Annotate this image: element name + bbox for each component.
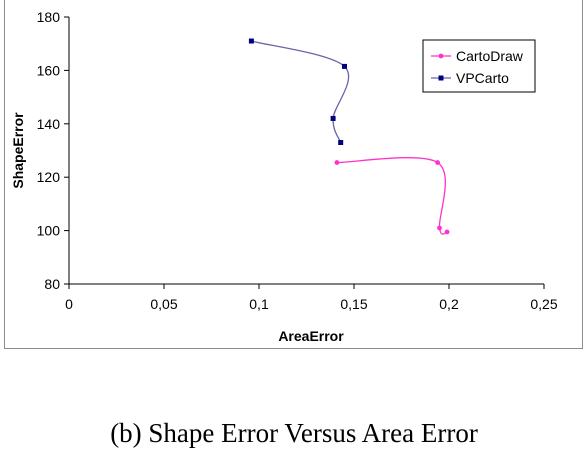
chart-frame: 80 100 120 140 160 180 0 0,05 0,1 0,15 0,2 0,25 Area…: [4, 0, 583, 349]
y-tick-label: 180: [37, 9, 61, 25]
x-axis-title: AreaError: [278, 328, 344, 344]
x-tick-label: 0,15: [340, 296, 367, 312]
legend: CartoDraw VPCarto: [422, 39, 536, 93]
figure-caption: (b) Shape Error Versus Area Error: [110, 418, 478, 448]
data-point-vpcarto: [330, 115, 336, 121]
x-tick-label: 0: [65, 296, 73, 312]
x-tick-label: 0,25: [530, 296, 557, 312]
axes: 80 100 120 140 160 180 0 0,05 0,1 0,15 0,2 0,25 Area…: [10, 9, 558, 344]
y-tick-label: 80: [44, 276, 60, 292]
series-line-cartodraw: [336, 157, 448, 235]
data-point-vpcarto: [342, 63, 347, 69]
legend-label-vpcarto: VPCarto: [456, 70, 509, 86]
y-tick-label: 160: [37, 62, 61, 78]
data-point-vpcarto: [248, 38, 254, 44]
legend-swatch-marker-cartodraw: [438, 53, 444, 59]
data-point-cartodraw: [437, 225, 442, 231]
legend-box: [422, 39, 536, 93]
x-tick-label: 0,05: [150, 296, 177, 312]
y-tick-label: 100: [37, 223, 61, 239]
data-point-cartodraw: [435, 160, 440, 165]
data-point-cartodraw: [444, 229, 450, 235]
data-point-cartodraw: [334, 160, 340, 165]
legend-label-cartodraw: CartoDraw: [456, 48, 524, 64]
x-tick-label: 0,2: [439, 296, 459, 312]
y-tick-label: 140: [37, 116, 61, 132]
y-axis-title: ShapeError: [10, 112, 26, 189]
y-tick-label: 120: [37, 169, 61, 185]
series-line-vpcarto: [251, 40, 350, 143]
x-tick-label: 0,1: [249, 296, 269, 312]
legend-swatch-marker-vpcarto: [438, 75, 444, 81]
chart-svg: 80 100 120 140 160 180 0 0,05 0,1 0,15 0,2 0,25 Area…: [10, 9, 558, 344]
data-point-vpcarto: [338, 139, 344, 145]
series-layer: [248, 38, 450, 235]
